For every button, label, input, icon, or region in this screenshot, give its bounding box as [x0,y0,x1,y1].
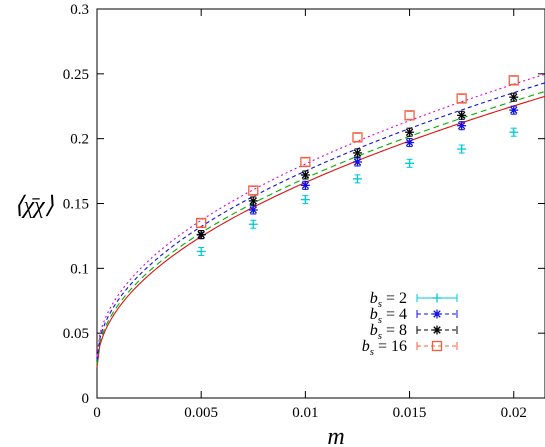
y-tick-label: 0 [82,391,90,407]
fit-curves [96,73,545,368]
plot-frame [96,8,545,399]
legend-label: bs = 8 [370,322,407,342]
data-point [248,219,258,229]
legend-marker [432,293,442,303]
x-tick-label: 0.005 [184,405,218,421]
fit-curve [96,73,545,357]
y-axis-label: ⟨χ̄χ⟩ [14,193,54,219]
data-point [300,170,310,180]
legend-marker [432,309,442,319]
data-point [457,121,467,131]
fit-curve [96,95,545,368]
legend: bs = 2bs = 4bs = 8bs = 16 [362,290,458,358]
legend-marker [432,325,442,335]
data-point [405,127,415,137]
data-point [300,156,311,168]
data-points [196,75,519,256]
data-point [352,174,362,184]
data-point [509,127,519,137]
data-point [300,180,310,190]
legend-label: bs = 16 [362,338,407,358]
data-point [405,158,415,168]
y-tick-label: 0.2 [70,132,89,148]
data-point [300,195,310,205]
data-point [196,246,206,256]
data-point [352,148,362,158]
data-point [508,75,519,86]
data-point [248,196,258,206]
fit-curve [96,82,545,361]
y-tick-label: 0.15 [63,197,89,213]
data-point [405,138,415,148]
x-tick-label: 0.01 [292,405,318,421]
data-point [509,92,519,102]
legend-label: bs = 2 [370,290,407,310]
data-point [457,144,467,154]
data-point [352,157,362,167]
data-point [248,185,259,196]
x-tick-label: 0.015 [393,405,427,421]
legend-label: bs = 4 [370,306,407,326]
data-point [196,217,207,229]
axes: 0 0.05 0.1 0.15 0.2 0.25 0.3 0 0.005 0.01 0.015 0.0… [63,2,545,421]
y-tick-label: 0.05 [63,326,89,342]
data-point [456,93,467,104]
y-tick-label: 0.1 [70,261,89,277]
data-point [248,205,258,215]
data-point [457,110,467,120]
x-tick-label: 0.02 [501,405,527,421]
x-axis-label: m [327,424,344,447]
data-point [509,105,519,115]
data-point [196,230,206,240]
x-tick-label: 0 [93,405,101,421]
legend-marker [431,340,443,352]
data-point [404,110,415,121]
fit-curve [96,90,545,365]
data-point [352,132,363,143]
y-tick-label: 0.25 [63,67,89,83]
y-tick-label: 0.3 [70,2,89,18]
